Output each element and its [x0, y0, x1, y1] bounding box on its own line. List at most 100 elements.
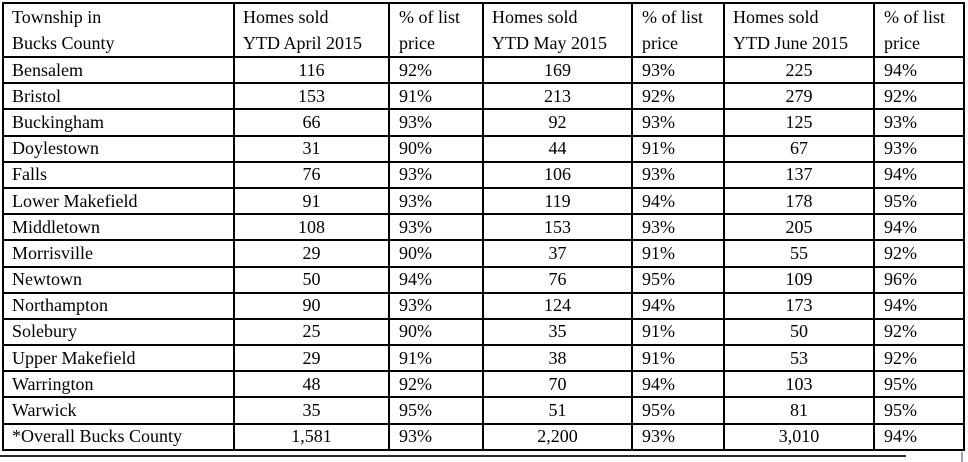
pct-list-may-cell: 95% [633, 398, 725, 425]
homes-sold-june-cell: 205 [725, 215, 875, 242]
pct-list-april-cell: 91% [390, 84, 484, 111]
pct-list-april-cell: 90% [390, 319, 484, 347]
township-cell: Newtown [4, 267, 235, 294]
homes-sold-june-cell: 81 [725, 398, 875, 425]
homes-sold-may-cell: 119 [484, 188, 633, 216]
pct-list-may-cell: 93% [633, 215, 725, 242]
pct-list-june-cell: 94% [875, 58, 965, 85]
township-cell: Northampton [4, 293, 235, 320]
homes-sold-may-cell: 124 [484, 293, 633, 320]
table-row: Buckingham 66 93% 92 93% 125 93% [4, 110, 965, 137]
table-row: Morrisville 29 90% 37 91% 55 92% [4, 241, 965, 268]
table-row: Northampton 90 93% 124 94% 173 94% [4, 293, 965, 320]
homes-sold-april-cell: 108 [235, 215, 390, 242]
homes-sold-may-cell: 44 [484, 136, 633, 163]
township-cell: Bristol [4, 84, 235, 111]
pct-list-april-cell: 91% [390, 346, 484, 373]
column-header-line2: YTD June 2015 [733, 33, 848, 53]
pct-list-april-cell: 94% [390, 267, 484, 294]
column-header: Township in Bucks County [4, 4, 235, 58]
homes-sold-may-cell: 2,200 [484, 424, 633, 451]
pct-list-june-cell: 94% [875, 424, 965, 451]
homes-sold-may-cell: 51 [484, 398, 633, 425]
homes-sold-april-cell: 116 [235, 58, 390, 85]
homes-sold-april-cell: 66 [235, 110, 390, 137]
pct-list-may-cell: 92% [633, 84, 725, 111]
pct-list-june-cell: 94% [875, 162, 965, 189]
homes-sold-april-cell: 50 [235, 267, 390, 294]
township-cell: Warrington [4, 372, 235, 399]
homes-sold-june-cell: 55 [725, 241, 875, 268]
homes-sold-april-cell: 91 [235, 188, 390, 216]
pct-list-april-cell: 92% [390, 372, 484, 399]
homes-sold-june-cell: 137 [725, 162, 875, 189]
homes-sold-june-cell: 173 [725, 293, 875, 320]
pct-list-may-cell: 91% [633, 241, 725, 268]
pct-list-may-cell: 91% [633, 319, 725, 347]
pct-list-june-cell: 95% [875, 188, 965, 216]
column-header-line1: Homes sold [733, 7, 819, 27]
pct-list-may-cell: 91% [633, 346, 725, 373]
table-row: *Overall Bucks County 1,581 93% 2,200 93… [4, 424, 965, 451]
homes-sold-may-cell: 153 [484, 215, 633, 242]
township-cell: Falls [4, 162, 235, 189]
township-cell: Doylestown [4, 136, 235, 163]
table-row: Upper Makefield 29 91% 38 91% 53 92% [4, 346, 965, 373]
pct-list-may-cell: 93% [633, 110, 725, 137]
pct-list-june-cell: 92% [875, 241, 965, 268]
pct-list-may-cell: 93% [633, 162, 725, 189]
table-header-row: Township in Bucks County Homes sold YTD … [4, 4, 965, 58]
pct-list-may-cell: 94% [633, 188, 725, 216]
township-cell: Buckingham [4, 110, 235, 137]
township-cell: Morrisville [4, 241, 235, 268]
column-header-line1: % of list [884, 7, 945, 27]
pct-list-may-cell: 93% [633, 58, 725, 85]
table-row: Middletown 108 93% 153 93% 205 94% [4, 215, 965, 242]
table-row: Doylestown 31 90% 44 91% 67 93% [4, 136, 965, 163]
table-body: Bensalem 116 92% 169 93% 225 94% Bristol… [4, 58, 965, 451]
pct-list-june-cell: 92% [875, 346, 965, 373]
column-header: Homes sold YTD June 2015 [725, 4, 875, 58]
homes-sold-may-cell: 37 [484, 241, 633, 268]
column-header-line1: Homes sold [492, 7, 578, 27]
homes-sold-june-cell: 3,010 [725, 424, 875, 451]
homes-sold-april-cell: 29 [235, 241, 390, 268]
homes-sold-april-cell: 48 [235, 372, 390, 399]
homes-sold-april-cell: 35 [235, 398, 390, 425]
homes-sold-june-cell: 125 [725, 110, 875, 137]
homes-sold-may-cell: 70 [484, 372, 633, 399]
column-header-line2: Bucks County [12, 33, 115, 53]
township-cell: Middletown [4, 215, 235, 242]
homes-sold-june-cell: 178 [725, 188, 875, 216]
homes-sold-may-cell: 35 [484, 319, 633, 347]
homes-sold-may-cell: 213 [484, 84, 633, 111]
column-header: % of list price [633, 4, 725, 58]
column-header-line2: price [642, 33, 678, 53]
township-cell: *Overall Bucks County [4, 424, 235, 451]
pct-list-april-cell: 92% [390, 58, 484, 85]
column-header: % of list price [875, 4, 965, 58]
pct-list-april-cell: 95% [390, 398, 484, 425]
column-header-line1: % of list [399, 7, 460, 27]
homes-sold-april-cell: 76 [235, 162, 390, 189]
table-row: Warwick 35 95% 51 95% 81 95% [4, 398, 965, 425]
pct-list-june-cell: 93% [875, 136, 965, 163]
homes-sold-april-cell: 29 [235, 346, 390, 373]
township-cell: Lower Makefield [4, 188, 235, 216]
township-cell: Solebury [4, 319, 235, 347]
column-header-line1: % of list [642, 7, 703, 27]
homes-sold-april-cell: 31 [235, 136, 390, 163]
homes-sold-june-cell: 279 [725, 84, 875, 111]
column-header-line1: Homes sold [243, 7, 329, 27]
homes-sold-table: Township in Bucks County Homes sold YTD … [2, 2, 965, 451]
column-header-line2: YTD May 2015 [492, 33, 607, 53]
homes-sold-may-cell: 92 [484, 110, 633, 137]
pct-list-may-cell: 95% [633, 267, 725, 294]
homes-sold-june-cell: 225 [725, 58, 875, 85]
pct-list-may-cell: 91% [633, 136, 725, 163]
homes-sold-june-cell: 50 [725, 319, 875, 347]
pct-list-june-cell: 93% [875, 110, 965, 137]
homes-sold-april-cell: 1,581 [235, 424, 390, 451]
pct-list-april-cell: 93% [390, 188, 484, 216]
